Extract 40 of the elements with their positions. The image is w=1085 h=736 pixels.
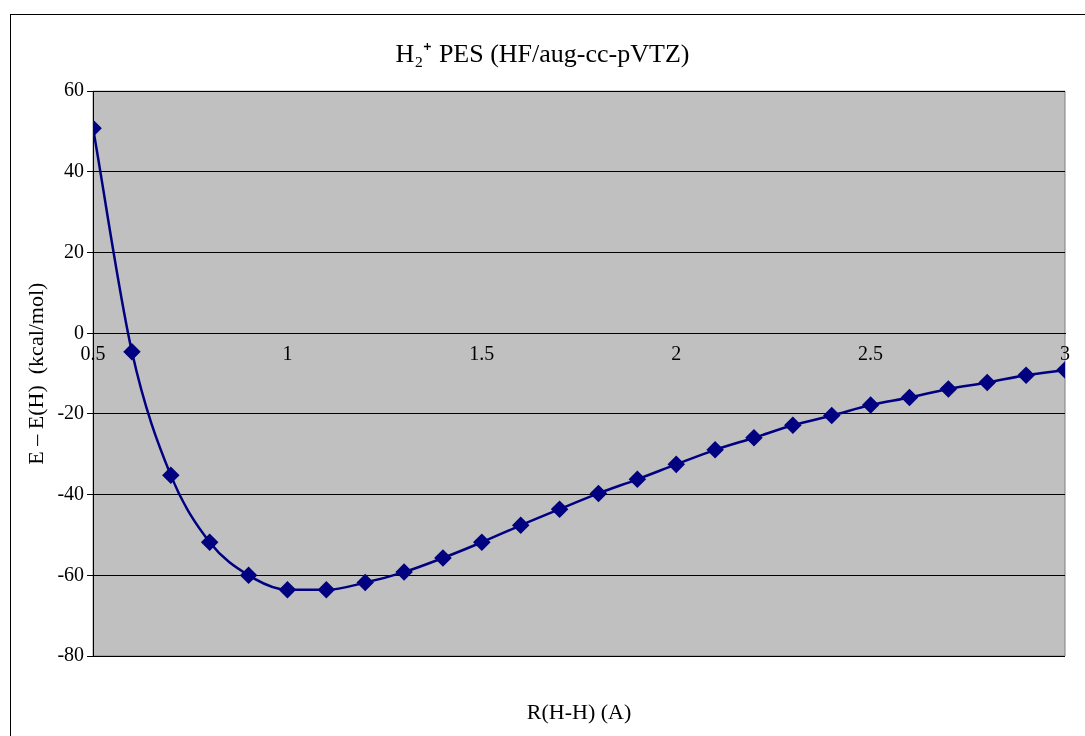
y-tick-label: -20 — [57, 401, 85, 424]
y-tick-label: 40 — [64, 159, 85, 182]
point — [940, 380, 957, 398]
point — [356, 574, 374, 591]
point — [434, 549, 452, 567]
point — [473, 533, 491, 551]
point — [551, 500, 568, 518]
point — [745, 429, 763, 446]
point — [123, 343, 141, 361]
point — [901, 389, 918, 406]
x-axis-title: R(H-H) (A) — [526, 698, 632, 724]
x-tick-label: 3 — [1060, 341, 1070, 364]
point — [979, 374, 996, 391]
y-tick-label: -40 — [57, 481, 85, 504]
point — [512, 517, 529, 534]
point — [1017, 366, 1035, 384]
point — [318, 581, 335, 599]
point — [706, 441, 724, 459]
y-tick-label: 60 — [64, 78, 85, 101]
x-tick-label: 1.5 — [469, 341, 495, 364]
point — [201, 533, 218, 551]
point — [784, 416, 802, 434]
point — [395, 563, 413, 581]
point — [862, 396, 879, 414]
y-tick-label: 20 — [64, 239, 85, 262]
y-tick-label: -80 — [57, 643, 85, 666]
point — [279, 581, 296, 599]
y-axis-title: E – E(H) (kcal/mol) — [22, 282, 48, 465]
y-tick-label: -60 — [57, 562, 85, 585]
y-tick-label: 0 — [74, 320, 85, 343]
point — [667, 456, 685, 473]
chart-title: H₂⁺ PES (HF/aug-cc-pVTZ) — [395, 39, 690, 69]
x-tick-label: 2.5 — [858, 341, 884, 364]
point — [590, 485, 607, 502]
x-tick-label: 2 — [671, 341, 682, 364]
point — [162, 467, 180, 484]
x-tick-label: 1 — [282, 341, 293, 364]
point — [240, 567, 257, 584]
point — [629, 471, 646, 488]
point — [823, 407, 840, 424]
